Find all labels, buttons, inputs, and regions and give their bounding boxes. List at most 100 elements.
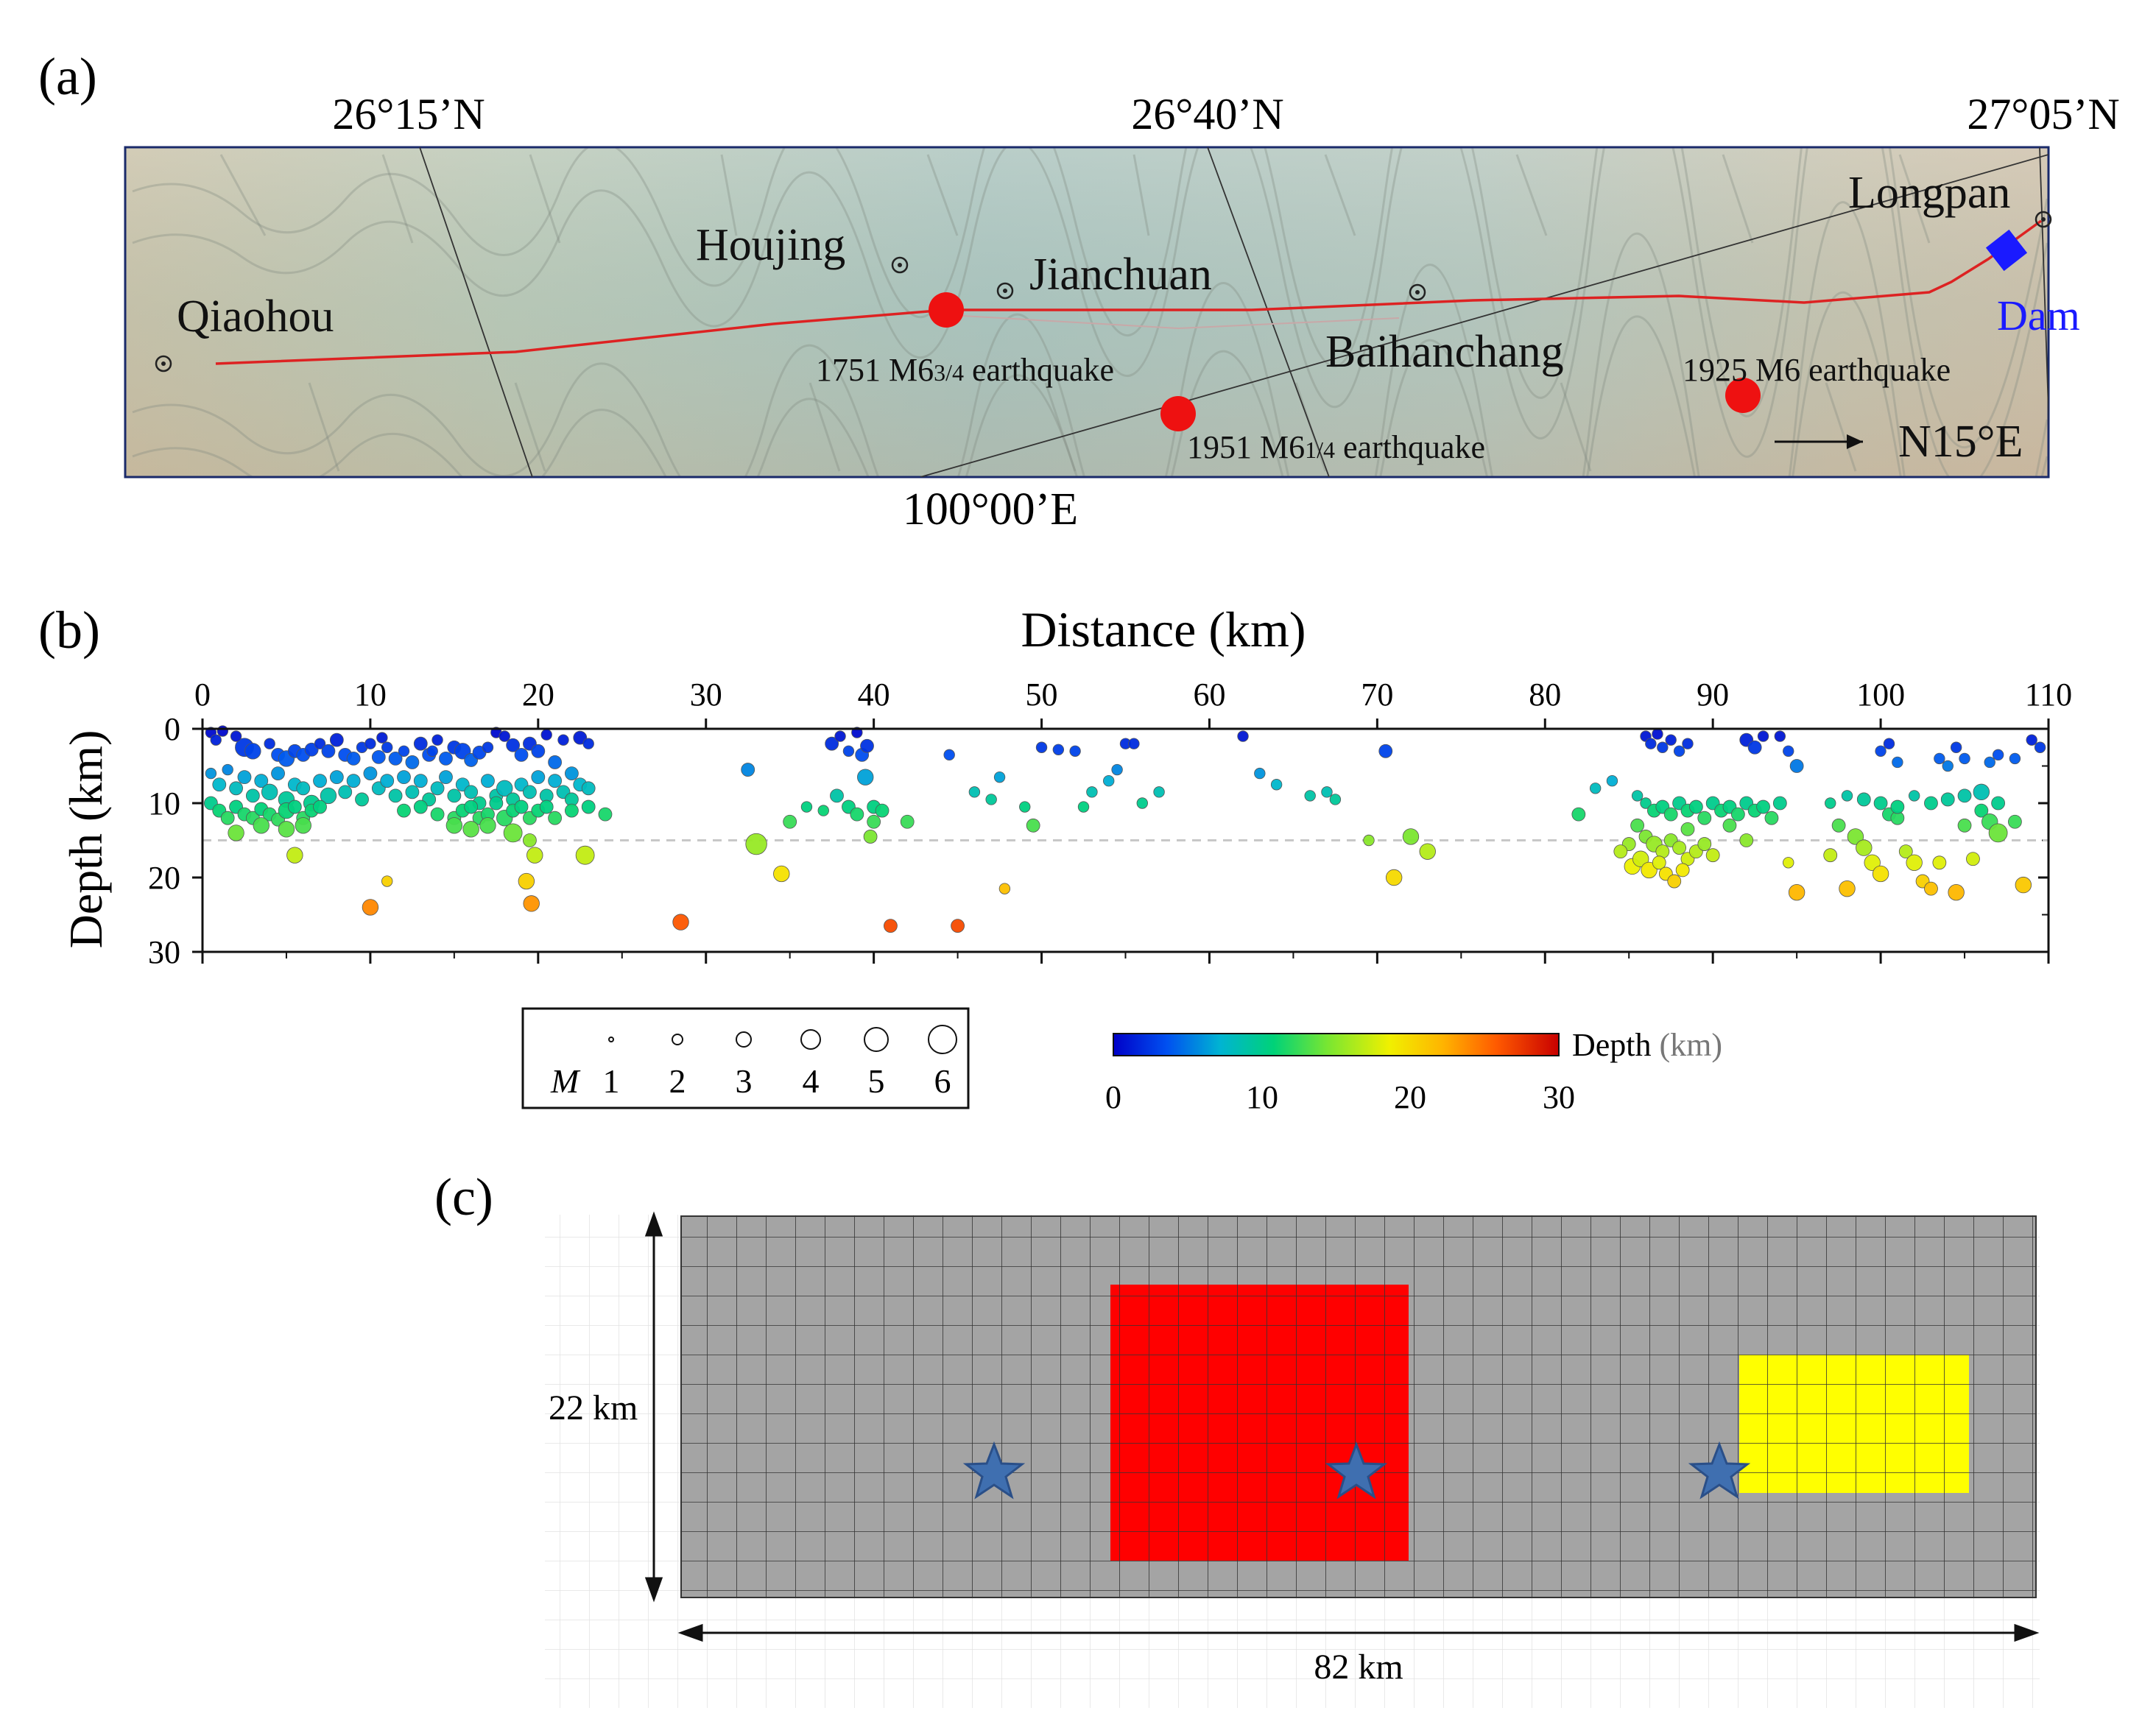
hypocenter-point <box>817 805 829 816</box>
hypocenter-point <box>313 799 327 814</box>
hypocenter-point <box>397 770 411 785</box>
y-tick-label: 20 <box>148 860 180 896</box>
width-arrow-right <box>2014 1623 2040 1642</box>
hypocenter-point <box>1641 861 1657 879</box>
hypocenter-point <box>320 787 337 805</box>
hypocenter-point <box>1665 734 1677 746</box>
hypocenter-point <box>573 730 588 745</box>
hypocenter-point <box>1839 880 1856 897</box>
hypocenter-point <box>287 799 302 814</box>
hypocenter-point <box>1363 834 1375 847</box>
hypocenter-point <box>447 788 462 803</box>
hypocenter-point <box>388 752 403 766</box>
hypocenter-point <box>1128 738 1140 749</box>
hypocenter-point <box>548 774 563 788</box>
hypocenter-point <box>271 766 285 780</box>
town-marker-longpan <box>2035 211 2052 228</box>
hypocenter-point <box>1992 749 2004 761</box>
hypocenter-point <box>1906 854 1923 872</box>
x-axis-title: Distance (km) <box>1021 601 1306 657</box>
height-arrow-bottom <box>644 1577 663 1603</box>
quake-mag-1925: M6 <box>1755 352 1800 388</box>
hypocenter-point <box>445 817 463 834</box>
depth-colorbar: Depth (km) 0 10 20 30 <box>1105 1027 1722 1115</box>
hypocenter-point <box>496 780 513 797</box>
mag-symbol-3 <box>736 1031 752 1048</box>
hypocenter-point <box>1825 797 1836 809</box>
hypocenter-point <box>598 807 613 822</box>
hypocenter-point <box>1069 745 1081 758</box>
town-marker-baihanchang <box>1409 283 1426 301</box>
quake-frac-1751: 3/4 <box>934 359 964 386</box>
hypocenter-point <box>985 794 997 805</box>
hypocenter-point <box>1667 874 1682 889</box>
hypocenter-point <box>565 803 579 818</box>
lat-label-2: 26°40’N <box>1131 90 1283 138</box>
hypocenter-point <box>1019 801 1031 813</box>
hypocenter-point <box>1864 854 1881 872</box>
colorbar-ramp <box>1113 1033 1560 1056</box>
hypocenter-point <box>968 786 981 798</box>
hypocenter-point <box>1652 855 1666 870</box>
hypocenter-point <box>229 781 243 796</box>
hypocenter-point <box>1772 796 1787 811</box>
mag-value-2: 2 <box>669 1062 686 1100</box>
hypocenter-point <box>220 811 235 825</box>
hypocenter-point <box>506 738 521 752</box>
hypocenter-point <box>413 736 428 751</box>
graticule <box>419 147 2048 477</box>
hypocenter-point <box>210 734 222 746</box>
direction-arrow-head <box>1847 434 1863 449</box>
hypocenter-point <box>1026 818 1040 833</box>
width-arrow-left <box>677 1623 703 1642</box>
height-dimension <box>644 1211 663 1603</box>
magnitude-legend-symbols <box>608 1025 957 1054</box>
hypocenter-point <box>376 732 388 744</box>
hypocenter-point <box>479 817 496 834</box>
quake-label-1951: 1951 M61/4 earthquake <box>1187 429 1485 465</box>
quake-year-1751: 1751 <box>816 352 881 388</box>
y-tick-label: 10 <box>148 785 180 822</box>
map-border <box>124 146 2050 479</box>
quake-mag-1951: M6 <box>1260 429 1305 465</box>
hypocenter-point <box>1892 756 1903 769</box>
mag-value-3: 3 <box>736 1062 753 1100</box>
hypocenter-point <box>1764 811 1779 825</box>
hypocenter-point <box>405 755 420 769</box>
hypocenter-point <box>431 734 443 746</box>
hypocenter-point <box>464 785 479 799</box>
hypocenter-point <box>482 741 494 753</box>
secondary-fault-trace <box>949 314 1400 330</box>
quake-mag-1751: M6 <box>889 352 934 388</box>
town-marker-houjing <box>891 256 909 274</box>
hypocenter-point <box>397 803 411 818</box>
lon-label: 100°00’E <box>903 484 1078 534</box>
hypocenter-point <box>1883 738 1895 749</box>
lat-line-3 <box>2039 147 2048 431</box>
hypocenter-point <box>304 742 319 757</box>
y-tick-label: 0 <box>164 711 180 747</box>
hypocenter-point <box>245 788 260 803</box>
hypocenter-point <box>514 747 529 762</box>
hypocenter-point <box>1934 752 1945 765</box>
magnitude-legend-values: 1 2 3 4 5 6 <box>603 1062 951 1100</box>
hypocenter-point <box>381 875 393 887</box>
hypocenter-point <box>2034 741 2046 753</box>
hypocenter-point <box>745 833 767 855</box>
hypocenter-point <box>557 734 569 746</box>
plot-frame <box>201 727 2050 953</box>
hypocenter-point <box>1697 811 1712 825</box>
relief-map <box>124 146 2050 479</box>
hypocenter-point <box>867 814 881 829</box>
hypocenter-point <box>1589 783 1602 794</box>
town-marker-jianchuan <box>996 282 1014 300</box>
hypocenter-point <box>523 895 540 912</box>
hypocenter-point <box>398 745 410 758</box>
quake-suffix-1951: earthquake <box>1343 429 1485 465</box>
hypocenter-point <box>1657 741 1669 753</box>
star-icon-2 <box>1325 1441 1388 1500</box>
hypocenter-point <box>1672 841 1687 855</box>
panel-c: (c) 22 km 82 km <box>434 1168 2040 1708</box>
hypocenter-point <box>1035 741 1048 753</box>
